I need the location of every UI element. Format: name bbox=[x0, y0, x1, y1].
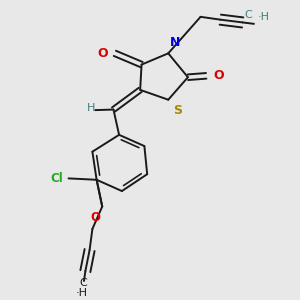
Text: ·H: ·H bbox=[258, 12, 270, 22]
Text: N: N bbox=[170, 36, 180, 49]
Text: O: O bbox=[97, 47, 108, 60]
Text: S: S bbox=[173, 104, 182, 117]
Text: ·H: ·H bbox=[76, 288, 88, 298]
Text: Cl: Cl bbox=[51, 172, 64, 185]
Text: O: O bbox=[213, 69, 224, 82]
Text: C: C bbox=[244, 10, 252, 20]
Text: C: C bbox=[79, 278, 87, 288]
Text: O: O bbox=[91, 211, 101, 224]
Text: H: H bbox=[87, 103, 95, 113]
